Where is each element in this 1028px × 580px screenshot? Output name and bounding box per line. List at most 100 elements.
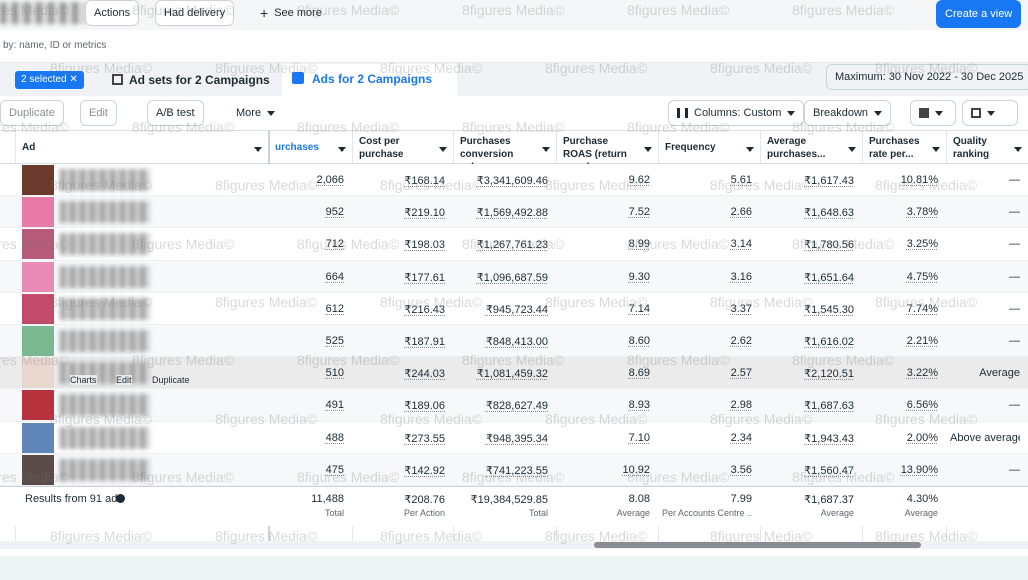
date-range-label: Maximum: 30 Nov 2022 - 30 Dec 2025 [835, 71, 1024, 83]
header-caret [848, 147, 856, 152]
duplicate-label: Duplicate [9, 107, 55, 119]
summary-note: Per Accounts Centre ... [662, 508, 752, 518]
had-delivery-button[interactable]: Had delivery [155, 0, 235, 26]
edit-label: Edit [89, 107, 108, 119]
ad-thumbnail [22, 229, 54, 260]
summary-label: Results from 91 ads [25, 493, 123, 505]
export-icon [971, 108, 981, 118]
quality-ranking: — [1009, 335, 1020, 347]
summary-row [0, 486, 1028, 526]
metric-value: ₹945,723.44 [485, 303, 548, 316]
footer-band [0, 556, 1028, 580]
see-more-button[interactable]: + See more [252, 0, 330, 26]
ad-thumbnail [22, 261, 54, 292]
breakdown-button[interactable]: Breakdown [804, 100, 892, 126]
quality-ranking: Above average [950, 431, 1020, 444]
metric-value: ₹1,687.63 [804, 400, 854, 413]
breakdown-label: Breakdown [813, 107, 869, 119]
metric-value: 525 [325, 335, 344, 347]
metric-value: ₹948,395.34 [485, 432, 548, 445]
reports-button[interactable] [910, 100, 956, 126]
columns-caret [787, 110, 796, 116]
summary-value: 8.08 [628, 493, 650, 505]
metric-value: ₹1,560.47 [804, 464, 854, 477]
column-header: Frequency [665, 142, 716, 153]
quality-ranking: — [1009, 302, 1020, 315]
quality-ranking: — [1009, 399, 1020, 412]
quality-ranking: — [1009, 174, 1020, 186]
metric-value: 2,066 [316, 174, 344, 186]
metric-value: 7.74% [906, 302, 938, 315]
metric-value: ₹2,120.51 [804, 368, 854, 381]
metric-value: 952 [325, 206, 344, 219]
metric-value: ₹848,413.00 [485, 336, 548, 348]
ads-tab[interactable]: Ads for 2 Campaigns [282, 64, 457, 96]
selected-chip[interactable]: 2 selected ✕ [15, 71, 84, 89]
metric-value: ₹1,651.64 [804, 271, 854, 284]
search-placeholder: by: name, ID or metrics [3, 40, 107, 51]
reports-icon [919, 108, 929, 118]
blurred-ad-name [60, 458, 150, 481]
hover-action: Charts [70, 375, 97, 386]
ad-sets-tab[interactable]: Ad sets for 2 Campaigns [112, 73, 270, 87]
metric-value: ₹187.91 [404, 336, 445, 348]
hover-action: Duplicate [152, 375, 190, 386]
metric-value: ₹1,267,761.23 [476, 239, 548, 252]
ad-thumbnail [22, 165, 54, 195]
blurred-ad-name [60, 265, 150, 288]
summary-value: ₹208.76 [404, 494, 445, 506]
blurred-ad-name [60, 169, 150, 191]
actions-button[interactable]: Actions [85, 0, 140, 26]
columns-icon [677, 108, 688, 118]
metric-value: ₹244.03 [404, 368, 445, 381]
ad-thumbnail [22, 454, 54, 485]
duplicate-button[interactable]: Duplicate [0, 100, 64, 126]
metric-value: 475 [325, 463, 344, 476]
hover-action: Edit [116, 375, 132, 386]
more-button[interactable]: More [228, 100, 284, 126]
metric-value: ₹273.55 [404, 432, 445, 445]
metric-value: 2.62 [730, 335, 752, 347]
see-more-label: See more [274, 7, 322, 19]
metric-value: 9.62 [628, 174, 650, 186]
metric-value: 3.56 [730, 463, 752, 476]
ad-sets-label: Ad sets for 2 Campaigns [129, 73, 270, 87]
ad-thumbnail [22, 358, 54, 389]
summary-value: 4.30% [906, 493, 938, 505]
metric-value: 3.16 [730, 270, 752, 283]
metric-value: 3.22% [906, 367, 938, 380]
metric-value: 10.92 [622, 463, 650, 476]
metric-value: 3.25% [906, 238, 938, 251]
table-row [0, 292, 1028, 325]
metric-value: ₹3,341,609.46 [476, 175, 548, 187]
summary-value: ₹19,384,529.85 [470, 494, 548, 506]
metric-value: ₹1,616.02 [804, 336, 854, 348]
header-caret [644, 147, 652, 152]
header-caret [542, 147, 550, 152]
blurred-ad-name [60, 297, 150, 320]
metric-value: 8.99 [628, 238, 650, 251]
quality-ranking: Average [979, 367, 1020, 380]
metric-value: 5.61 [730, 174, 752, 186]
date-range-button[interactable]: Maximum: 30 Nov 2022 - 30 Dec 2025 [826, 64, 1028, 90]
metric-value: 4.75% [906, 270, 938, 283]
create-view-button[interactable]: Create a view [936, 0, 1022, 28]
export-button[interactable] [962, 100, 1018, 126]
more-caret [267, 110, 276, 116]
header-caret [1014, 147, 1022, 152]
metric-value: 10.81% [900, 174, 938, 186]
ab-test-button[interactable]: A/B test [147, 100, 204, 126]
plus-icon: + [260, 5, 269, 21]
ads-table: Ad urchases Cost per purchase Purchases con… [0, 130, 1028, 542]
header-caret [932, 147, 940, 152]
edit-button[interactable]: Edit [80, 100, 117, 126]
column-header: Cost per purchase [359, 136, 404, 160]
columns-button[interactable]: Columns: Custom [668, 100, 805, 126]
column-header: Quality ranking [953, 136, 990, 160]
metric-value: 8.60 [628, 335, 650, 347]
metric-value: 3.78% [906, 206, 938, 219]
actions-label: Actions [94, 7, 131, 19]
reports-caret [935, 110, 943, 116]
blurred-ad-name [60, 233, 150, 256]
scrollbar-thumb[interactable] [594, 542, 921, 548]
